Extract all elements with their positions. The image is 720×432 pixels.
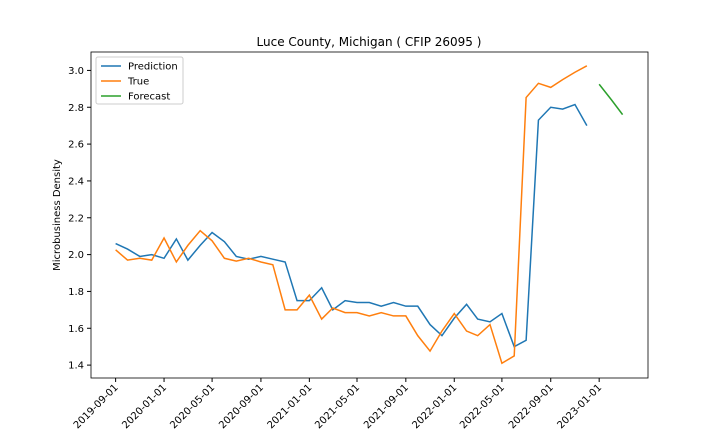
y-tick-label: 3.0 <box>68 66 84 77</box>
y-tick-label: 2.4 <box>68 176 84 187</box>
y-tick-label: 1.8 <box>68 287 84 298</box>
legend-label: Prediction <box>128 62 178 73</box>
line-series <box>115 65 588 365</box>
line-series <box>115 103 588 348</box>
y-tick-label: 1.6 <box>68 324 84 335</box>
legend-box <box>95 56 184 105</box>
legend-label: True <box>127 77 149 88</box>
y-tick-label: 2.0 <box>68 250 84 261</box>
y-tick-label: 2.8 <box>68 103 84 114</box>
y-tick-label: 2.2 <box>68 213 84 224</box>
y-axis-label: Microbusiness Density <box>52 159 63 271</box>
y-tick-label: 2.6 <box>68 140 84 151</box>
y-tick-label: 1.4 <box>68 361 84 372</box>
legend-label: Forecast <box>128 92 170 103</box>
chart-title: Luce County, Michigan ( CFIP 26095 ) <box>257 35 482 49</box>
axes-frame <box>90 51 649 379</box>
line-series <box>598 83 624 116</box>
